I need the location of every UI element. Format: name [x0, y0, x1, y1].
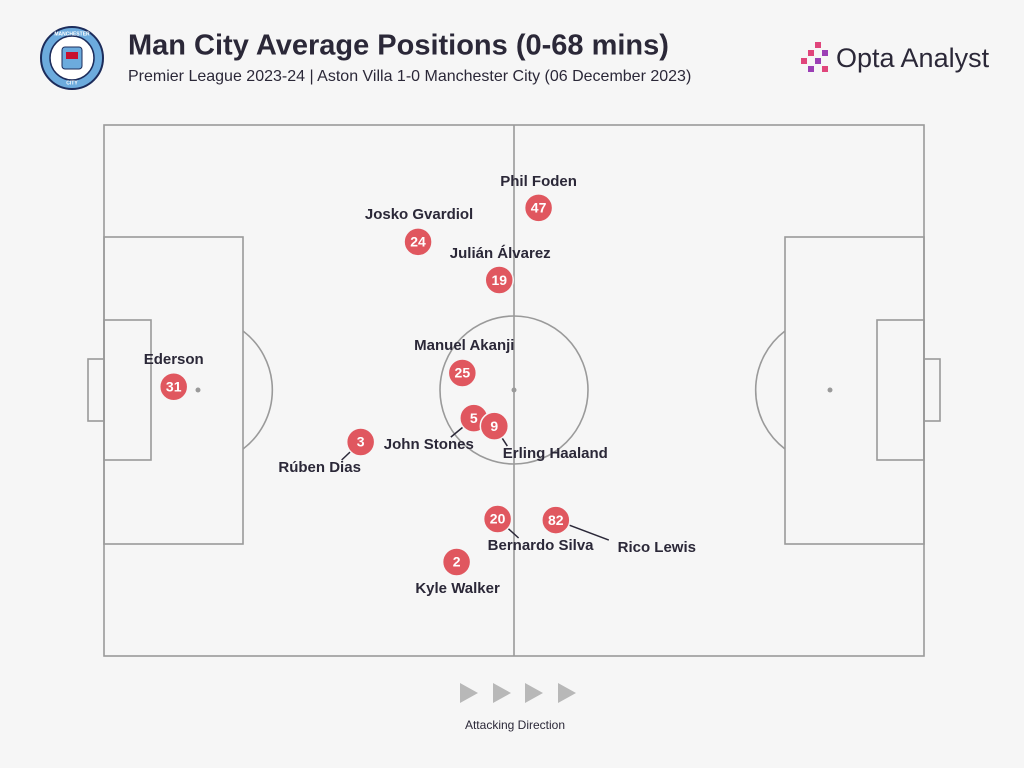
player-name: Julián Álvarez — [450, 245, 551, 262]
shirt-number: 3 — [357, 434, 365, 450]
shirt-number: 20 — [490, 511, 506, 527]
player-marker — [523, 193, 554, 223]
player-name: Manuel Akanji — [414, 337, 514, 354]
player-marker — [447, 358, 478, 388]
player-name: John Stones — [384, 436, 474, 453]
shirt-number: 82 — [548, 512, 564, 528]
club-badge: MANCHESTER CITY — [40, 26, 104, 90]
player-marker — [541, 505, 571, 535]
player-name: Josko Gvardiol — [365, 206, 473, 223]
player-name: Phil Foden — [500, 173, 577, 190]
direction-arrows — [460, 683, 576, 703]
badge-text: MANCHESTER — [54, 31, 90, 37]
shirt-number: 31 — [166, 378, 182, 394]
player-marker — [479, 411, 510, 441]
shirt-number: 47 — [531, 200, 547, 216]
annotation: Attacking Direction — [465, 718, 565, 732]
centre-spot — [511, 387, 517, 393]
penalty-spot — [195, 387, 201, 393]
player-marker — [403, 227, 433, 257]
badge-text: CITY — [66, 80, 78, 86]
shirt-number: 9 — [490, 418, 498, 434]
player-name: Rico Lewis — [618, 539, 696, 556]
brand-logo: Opta Analyst — [801, 42, 990, 73]
chart-title: Man City Average Positions (0-68 mins) — [128, 30, 669, 62]
player-name: Ederson — [144, 351, 204, 368]
chart-subtitle: Premier League 2023-24 | Aston Villa 1-0… — [128, 68, 691, 85]
shirt-number: 25 — [455, 365, 471, 381]
player-name: Rúben Dias — [278, 459, 361, 476]
player-marker — [484, 265, 514, 295]
brand-name: Opta Analyst — [836, 43, 990, 73]
player-marker — [441, 547, 472, 577]
shirt-number: 24 — [410, 234, 426, 250]
player-name: Bernardo Silva — [488, 537, 595, 554]
player-marker — [482, 504, 513, 534]
player-name: Kyle Walker — [415, 580, 500, 597]
penalty-spot — [827, 387, 833, 393]
shirt-number: 19 — [491, 272, 507, 288]
pitch — [87, 124, 941, 657]
player-marker — [345, 427, 376, 457]
player-marker — [158, 372, 189, 402]
shirt-number: 2 — [453, 554, 461, 570]
player-name: Erling Haaland — [503, 445, 608, 462]
shirt-number: 5 — [470, 410, 478, 426]
